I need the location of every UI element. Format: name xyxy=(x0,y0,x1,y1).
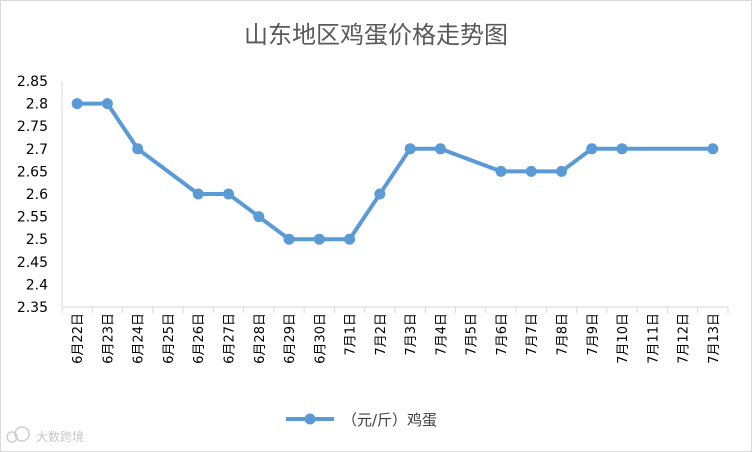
data-point[interactable] xyxy=(525,165,537,177)
data-point[interactable] xyxy=(616,143,628,155)
x-tick-label: 7月2日 xyxy=(374,313,389,356)
data-point[interactable] xyxy=(344,233,356,245)
y-tick-label: 2.5 xyxy=(26,232,48,248)
legend[interactable]: （元/斤）鸡蛋 xyxy=(286,411,437,429)
data-point[interactable] xyxy=(313,233,325,245)
data-point[interactable] xyxy=(404,143,416,155)
y-axis-ticks: 2.35 2.4 2.45 2.5 2.55 2.6 2.65 2.7 2.75 2.8 2.85 xyxy=(17,74,48,316)
x-tick-label: 7月7日 xyxy=(525,313,540,356)
data-point[interactable] xyxy=(71,98,83,110)
x-tick-label: 7月9日 xyxy=(586,313,601,356)
data-point[interactable] xyxy=(707,143,719,155)
y-tick-label: 2.7 xyxy=(26,142,48,158)
y-tick-label: 2.65 xyxy=(17,164,48,180)
x-tick-label: 7月6日 xyxy=(495,313,510,356)
data-point[interactable] xyxy=(223,188,234,200)
y-tick-label: 2.75 xyxy=(17,119,48,135)
x-tick-label: 7月10日 xyxy=(616,313,631,364)
cloud-logo-icon xyxy=(6,426,30,443)
data-point[interactable] xyxy=(586,143,598,155)
x-tick-label: 6月27日 xyxy=(223,313,238,364)
x-tick-label: 7月8日 xyxy=(556,313,571,356)
x-tick-label: 7月1日 xyxy=(344,313,359,356)
x-tick-label: 7月5日 xyxy=(465,313,480,356)
legend-marker xyxy=(304,413,316,425)
axes xyxy=(61,81,729,313)
y-tick-label: 2.55 xyxy=(17,210,48,226)
y-tick-label: 2.45 xyxy=(17,255,48,271)
x-tick-label: 6月23日 xyxy=(101,313,116,364)
x-tick-label: 6月30日 xyxy=(313,313,328,364)
x-tick-label: 7月4日 xyxy=(434,313,449,356)
x-tick-label: 6月24日 xyxy=(132,313,147,364)
data-point[interactable] xyxy=(283,233,295,245)
legend-label: （元/斤）鸡蛋 xyxy=(342,411,437,429)
x-tick-label: 6月25日 xyxy=(162,313,177,364)
y-tick-label: 2.4 xyxy=(26,277,48,293)
data-point[interactable] xyxy=(253,211,265,223)
watermark-text: 大数跨境 xyxy=(36,429,84,444)
y-tick-label: 2.8 xyxy=(26,97,48,113)
data-point[interactable] xyxy=(374,188,386,200)
series-eggs xyxy=(71,98,719,245)
data-point[interactable] xyxy=(101,98,113,110)
chart-title: 山东地区鸡蛋价格走势图 xyxy=(244,21,508,49)
x-tick-label: 6月29日 xyxy=(283,313,298,364)
watermark: 大数跨境 xyxy=(6,426,84,444)
x-tick-label: 6月26日 xyxy=(192,313,207,364)
data-point[interactable] xyxy=(495,165,507,177)
x-tick-label: 7月13日 xyxy=(707,313,722,364)
x-tick-label: 6月22日 xyxy=(71,313,86,364)
data-point[interactable] xyxy=(192,188,204,200)
data-point[interactable] xyxy=(132,143,144,155)
series-line xyxy=(77,101,713,242)
x-tick-label: 7月12日 xyxy=(677,313,692,364)
y-tick-label: 2.6 xyxy=(26,187,48,203)
x-tick-label: 7月3日 xyxy=(404,313,419,356)
x-axis-ticks: 6月22日 6月23日 6月24日 6月25日 6月26日 6月27日 6月28日 6月29日… xyxy=(71,313,722,364)
x-tick-label: 6月28日 xyxy=(253,313,268,364)
data-point[interactable] xyxy=(434,143,446,155)
x-tick-label: 7月11日 xyxy=(646,313,661,364)
y-tick-label: 2.85 xyxy=(17,74,48,90)
y-tick-label: 2.35 xyxy=(17,300,48,316)
data-point[interactable] xyxy=(556,165,567,177)
